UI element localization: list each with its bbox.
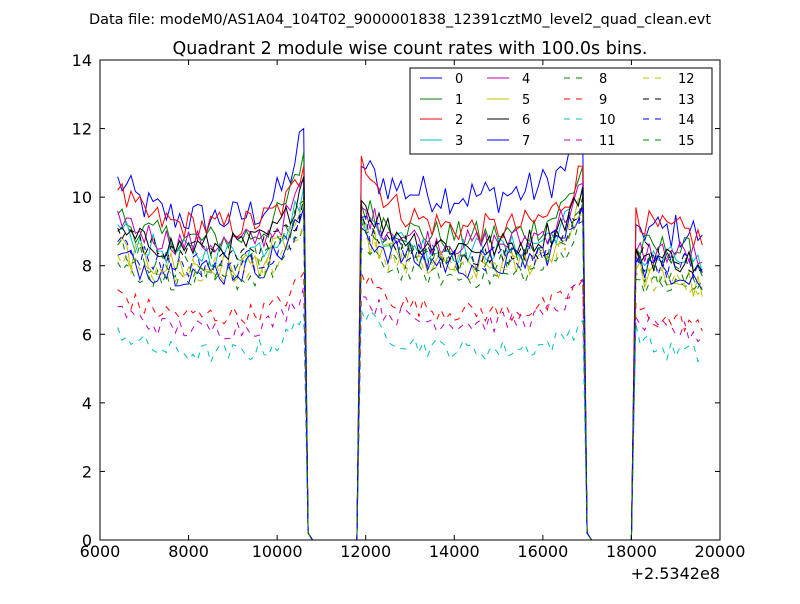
legend-label-9: 9: [599, 93, 607, 108]
x-tick-label: 18000: [606, 542, 657, 561]
legend-label-2: 2: [455, 113, 463, 128]
y-tick-label: 14: [72, 51, 92, 70]
chart-title: Quadrant 2 module wise count rates with …: [173, 39, 648, 59]
x-tick-label: 20000: [695, 542, 746, 561]
legend-label-7: 7: [522, 134, 530, 149]
x-tick-label: 8000: [168, 542, 209, 561]
y-tick-label: 12: [72, 120, 92, 139]
legend-label-5: 5: [522, 93, 530, 108]
legend-label-1: 1: [455, 93, 463, 108]
x-tick-label: 6000: [80, 542, 121, 561]
x-offset-label: +2.5342e8: [631, 564, 720, 583]
legend-label-15: 15: [678, 134, 695, 149]
ticks-layer: 6000 8000 10000 12000 14000 16000 18000 20000 0 2…: [72, 51, 746, 561]
y-tick-label: 2: [82, 462, 92, 481]
y-tick-label: 6: [82, 325, 92, 344]
data-file-caption: Data file: modeM0/AS1A04_104T02_90000018…: [89, 12, 711, 28]
series-line-12: [117, 213, 703, 541]
y-tick-label: 4: [82, 394, 92, 413]
legend-label-8: 8: [599, 72, 607, 87]
y-tick-label: 0: [82, 531, 92, 550]
frame-layer: [99, 59, 721, 541]
series-line-9: [117, 270, 703, 541]
legend-label-3: 3: [455, 134, 463, 149]
x-tick-label: 16000: [517, 542, 568, 561]
x-tick-label: 12000: [340, 542, 391, 561]
y-tick-label: 8: [82, 257, 92, 276]
legend-label-10: 10: [599, 113, 616, 128]
x-tick-label: 10000: [252, 542, 303, 561]
x-tick-label: 14000: [429, 542, 480, 561]
legend-label-14: 14: [678, 113, 695, 128]
y-tick-label: 10: [72, 188, 92, 207]
axes-frame: [99, 59, 721, 541]
legend-label-0: 0: [455, 72, 463, 87]
legend-label-6: 6: [522, 113, 530, 128]
legend-label-12: 12: [678, 72, 695, 87]
legend-label-13: 13: [678, 93, 695, 108]
legend-label-11: 11: [599, 134, 616, 149]
legend-box: [409, 67, 713, 155]
series-line-14: [117, 203, 703, 541]
legend-label-4: 4: [522, 72, 530, 87]
